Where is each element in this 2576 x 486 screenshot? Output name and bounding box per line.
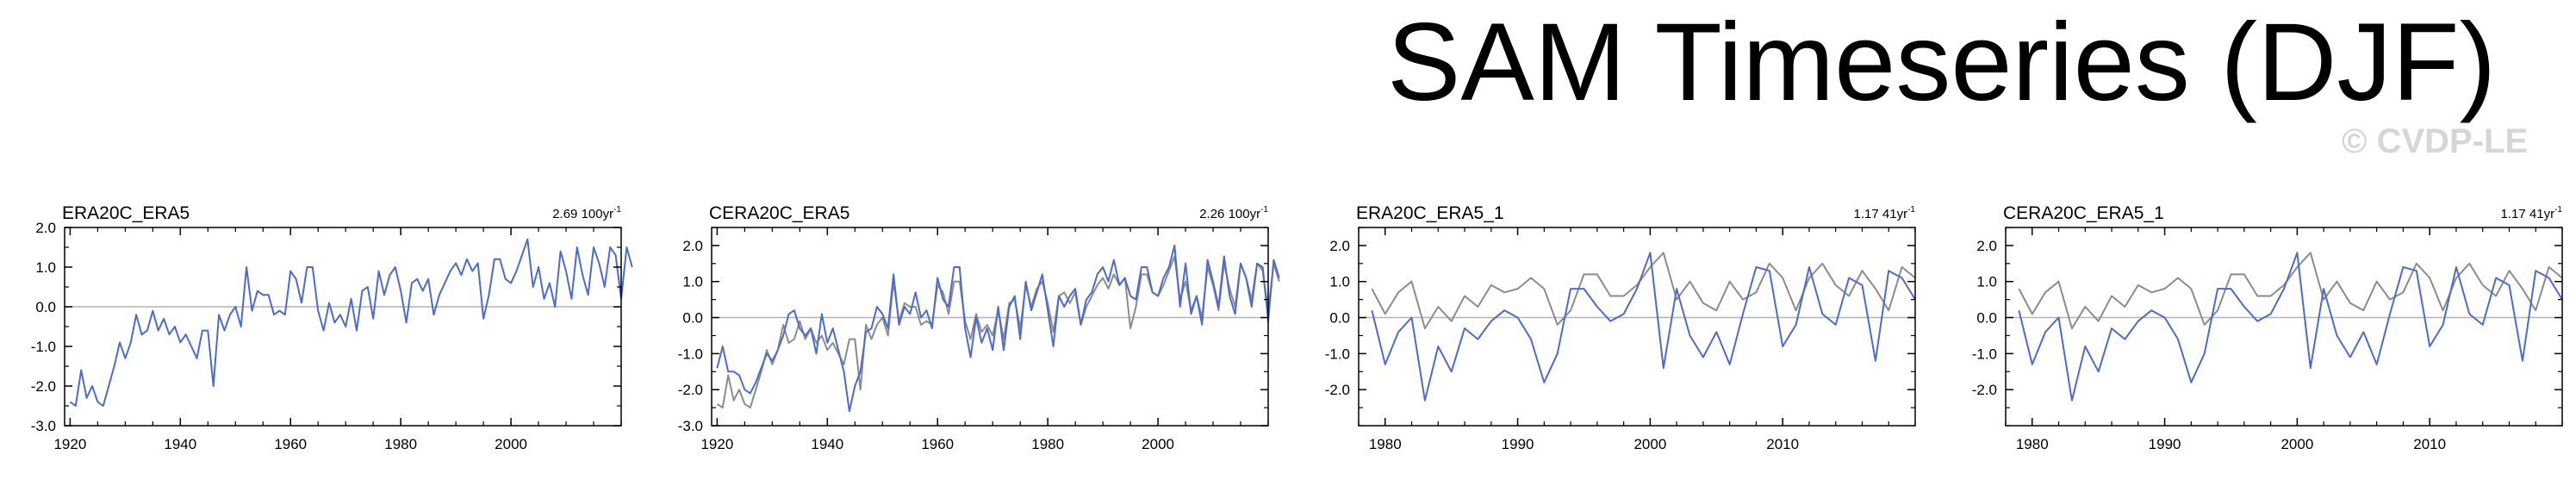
x-tick-label: 1990 bbox=[2149, 436, 2181, 452]
x-tick-label: 2000 bbox=[1633, 436, 1666, 452]
series-line-2 bbox=[2018, 252, 2563, 402]
trend-label: 2.69 100yr-1 bbox=[552, 205, 621, 221]
y-tick-label: 0.0 bbox=[1976, 310, 1997, 327]
x-tick-label: 1940 bbox=[811, 436, 843, 452]
trend-exponent: -1 bbox=[2554, 205, 2562, 215]
x-tick-label: 2000 bbox=[1142, 436, 1174, 452]
x-tick-label: 1920 bbox=[700, 436, 733, 452]
trend-exponent: -1 bbox=[1260, 205, 1268, 215]
plot-frame bbox=[1358, 227, 1916, 427]
chart-panel-4: CERA20C_ERA5_1 1.17 41yr-1 -2.0 -1.0 0.0 1.0 2… bbox=[1972, 203, 2563, 452]
x-tick-label: 1920 bbox=[53, 436, 86, 452]
x-tick-label: 1990 bbox=[1502, 436, 1534, 452]
series-line-1 bbox=[69, 238, 633, 407]
series-line-2 bbox=[1371, 252, 1916, 402]
trend-exponent: -1 bbox=[1907, 205, 1915, 215]
trend-label: 1.17 41yr-1 bbox=[1854, 205, 1916, 221]
chart-panel-1: ERA20C_ERA5 2.69 100yr-1 -3.0 -2.0 -1.0 0.0 1.… bbox=[31, 203, 633, 452]
trend-label: 1.17 41yr-1 bbox=[2501, 205, 2563, 221]
y-tick-label: -2.0 bbox=[1325, 382, 1350, 398]
y-tick-label: 0.0 bbox=[1329, 310, 1350, 327]
y-tick-label: -1.0 bbox=[678, 346, 703, 362]
y-tick-label: -1.0 bbox=[31, 339, 56, 355]
y-tick-label: 1.0 bbox=[1329, 274, 1350, 290]
watermark: © CVDP-LE bbox=[2342, 122, 2529, 160]
plot-frame bbox=[2005, 227, 2563, 427]
trend-unit: 41yr bbox=[1882, 207, 1907, 221]
series-line-1 bbox=[1371, 252, 1916, 330]
trend-value: 1.17 bbox=[1854, 207, 1882, 221]
x-tick-label: 2000 bbox=[495, 436, 527, 452]
y-tick-label: 1.0 bbox=[35, 259, 56, 276]
trend-value: 2.69 bbox=[552, 207, 581, 221]
x-tick-label: 1960 bbox=[921, 436, 954, 452]
y-tick-label: 1.0 bbox=[1976, 274, 1997, 290]
chart-panel-2: CERA20C_ERA5 2.26 100yr-1 -3.0 -2.0 -1.0 0.0 1… bbox=[678, 203, 1280, 452]
y-tick-label: -1.0 bbox=[1325, 346, 1350, 362]
y-tick-label: 2.0 bbox=[1976, 238, 1997, 254]
panel-label: ERA20C_ERA5 bbox=[62, 203, 190, 223]
y-tick-label: 2.0 bbox=[1329, 238, 1350, 254]
y-tick-label: 0.0 bbox=[35, 299, 56, 315]
y-tick-label: 2.0 bbox=[682, 238, 703, 254]
y-tick-label: -3.0 bbox=[31, 418, 56, 434]
x-tick-label: 1980 bbox=[2016, 436, 2049, 452]
y-tick-label: 2.0 bbox=[35, 220, 56, 236]
y-tick-label: -2.0 bbox=[678, 382, 703, 398]
series-line-1 bbox=[2018, 252, 2563, 330]
trend-label: 2.26 100yr-1 bbox=[1199, 205, 1268, 221]
x-tick-label: 2010 bbox=[2413, 436, 2446, 452]
y-tick-label: -2.0 bbox=[1972, 382, 1997, 398]
panel-label: CERA20C_ERA5_1 bbox=[2003, 203, 2164, 223]
trend-value: 1.17 bbox=[2501, 207, 2529, 221]
plot-frame bbox=[711, 227, 1269, 427]
trend-unit: 100yr bbox=[582, 207, 614, 221]
trend-value: 2.26 bbox=[1199, 207, 1228, 221]
y-tick-label: -2.0 bbox=[31, 378, 56, 395]
trend-exponent: -1 bbox=[613, 205, 621, 215]
x-tick-label: 1980 bbox=[384, 436, 417, 452]
x-tick-label: 1960 bbox=[274, 436, 307, 452]
trend-unit: 41yr bbox=[2529, 207, 2554, 221]
figure-title: SAM Timeseries (DJF) bbox=[1387, 1, 2497, 124]
series-line-2 bbox=[716, 244, 1280, 413]
x-tick-label: 2010 bbox=[1766, 436, 1799, 452]
trend-unit: 100yr bbox=[1229, 207, 1261, 221]
y-tick-label: 1.0 bbox=[682, 274, 703, 290]
x-tick-label: 1980 bbox=[1369, 436, 1402, 452]
panel-label: CERA20C_ERA5 bbox=[709, 203, 849, 223]
y-tick-label: 0.0 bbox=[682, 310, 703, 327]
x-tick-label: 1980 bbox=[1031, 436, 1064, 452]
x-tick-label: 2000 bbox=[2280, 436, 2313, 452]
chart-panel-3: ERA20C_ERA5_1 1.17 41yr-1 -2.0 -1.0 0.0 1.0 2.… bbox=[1325, 203, 1916, 452]
y-tick-label: -1.0 bbox=[1972, 346, 1997, 362]
panel-label: ERA20C_ERA5_1 bbox=[1356, 203, 1504, 223]
x-tick-label: 1940 bbox=[164, 436, 196, 452]
y-tick-label: -3.0 bbox=[678, 418, 703, 434]
